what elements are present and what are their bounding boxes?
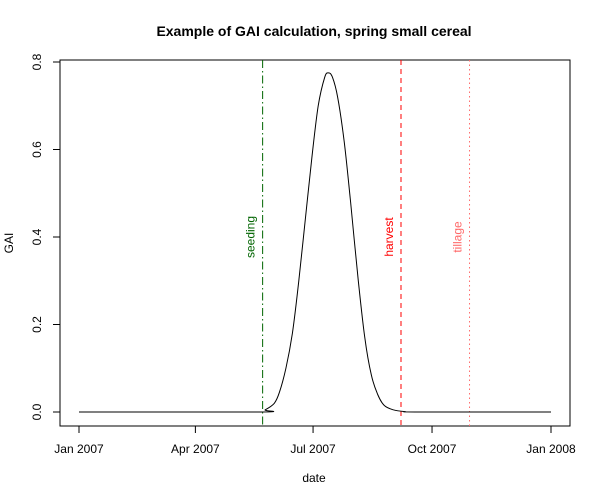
- y-tick-label: 0.4: [30, 228, 44, 245]
- x-tick-label: Oct 2007: [408, 442, 457, 456]
- plot-frame: [59, 59, 571, 427]
- event-label-tillage: tillage: [451, 221, 465, 253]
- x-tick-label: Apr 2007: [171, 442, 220, 456]
- x-axis-label: date: [302, 471, 326, 485]
- y-tick-label: 0.6: [30, 141, 44, 158]
- y-tick-label: 0.0: [30, 403, 44, 420]
- event-label-harvest: harvest: [382, 217, 396, 257]
- y-tick-label: 0.8: [30, 53, 44, 70]
- chart-title: Example of GAI calculation, spring small…: [156, 23, 471, 39]
- y-axis-label: GAI: [2, 233, 16, 254]
- x-tick-label: Jan 2007: [54, 442, 104, 456]
- y-tick-label: 0.2: [30, 316, 44, 333]
- x-tick-label: Jul 2007: [290, 442, 336, 456]
- x-tick-label: Jan 2008: [526, 442, 576, 456]
- gai-series-line: [79, 72, 551, 413]
- event-label-seeding: seeding: [244, 216, 258, 258]
